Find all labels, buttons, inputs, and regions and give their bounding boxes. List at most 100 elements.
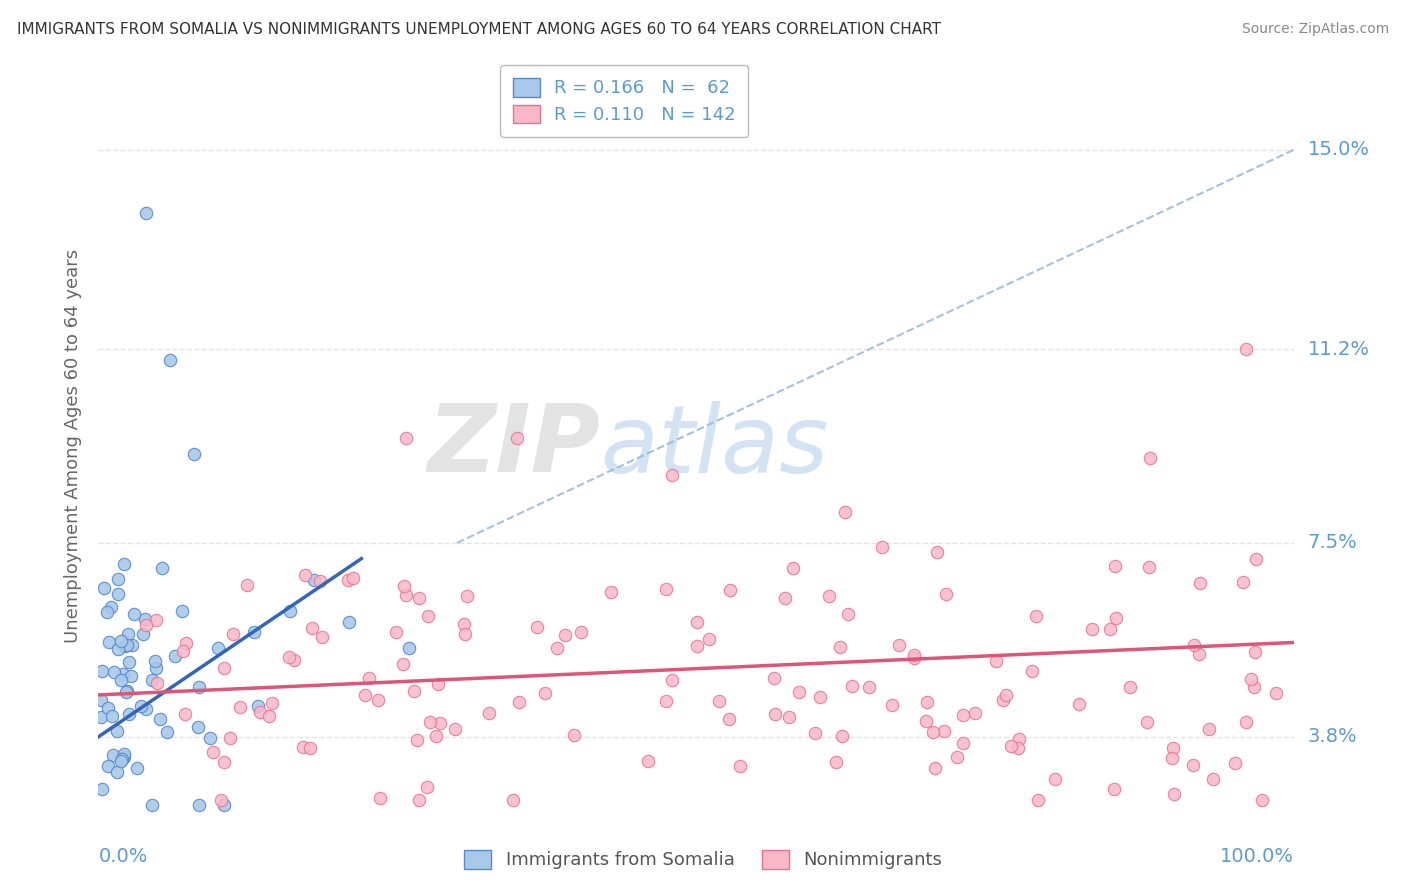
Point [1136,714,1159,729]
Point [354,688,377,702]
Point [952,736,974,750]
Point [1188,647,1211,661]
Point [546,640,568,655]
Point [995,688,1018,702]
Point [406,733,429,747]
Point [150,561,173,575]
Point [398,640,420,655]
Point [135,206,157,220]
Point [661,467,683,482]
Point [90,709,112,723]
Point [416,609,439,624]
Point [141,673,163,687]
Point [1234,714,1257,729]
Point [143,654,166,668]
Point [427,677,450,691]
Point [787,685,810,699]
Point [508,695,530,709]
Point [132,627,155,641]
Point [359,671,381,685]
Point [655,582,678,596]
Point [368,790,391,805]
Point [1244,552,1267,566]
Point [1240,673,1263,687]
Text: 100.0%: 100.0% [1219,847,1294,866]
Point [247,699,270,714]
Point [456,589,478,603]
Point [1161,751,1184,765]
Point [686,639,709,653]
Point [222,626,245,640]
Point [506,431,529,445]
Point [1021,664,1043,678]
Point [392,657,415,672]
Point [291,739,314,754]
Point [963,706,986,721]
Point [718,712,741,726]
Point [707,694,730,708]
Point [655,694,678,708]
Point [478,706,501,720]
Point [661,673,683,688]
Point [146,675,169,690]
Legend: Immigrants from Somalia, Nonimmigrants: Immigrants from Somalia, Nonimmigrants [456,841,950,879]
Point [991,692,1014,706]
Text: 15.0%: 15.0% [1308,140,1369,160]
Point [903,650,925,665]
Point [1137,559,1160,574]
Point [283,653,305,667]
Point [824,755,846,769]
Point [117,683,139,698]
Point [200,731,222,746]
Point [837,607,859,622]
Legend: R = 0.166   N =  62, R = 0.110   N = 142: R = 0.166 N = 62, R = 0.110 N = 142 [501,65,748,136]
Text: 3.8%: 3.8% [1308,727,1357,747]
Point [115,638,138,652]
Point [773,591,796,606]
Point [554,628,576,642]
Point [90,782,112,797]
Text: atlas: atlas [600,401,828,491]
Point [804,726,827,740]
Point [408,793,430,807]
Point [112,557,135,571]
Point [141,797,163,812]
Point [118,706,141,721]
Point [101,748,124,763]
Point [90,693,112,707]
Point [299,741,322,756]
Point [1025,609,1047,624]
Point [986,654,1008,668]
Point [114,640,136,654]
Point [778,710,800,724]
Point [762,672,785,686]
Point [174,706,197,721]
Point [1067,697,1090,711]
Point [257,708,280,723]
Point [183,447,205,461]
Point [782,561,804,575]
Point [915,714,938,728]
Point [1028,793,1050,807]
Point [155,725,177,739]
Point [915,694,938,708]
Point [526,620,548,634]
Point [112,750,135,764]
Text: Source: ZipAtlas.com: Source: ZipAtlas.com [1241,22,1389,37]
Point [385,624,408,639]
Point [1202,772,1225,786]
Point [100,600,122,615]
Point [925,545,948,559]
Point [952,707,974,722]
Point [202,745,225,759]
Point [922,725,945,739]
Point [1104,559,1126,574]
Point [429,715,451,730]
Point [720,582,742,597]
Point [872,540,894,554]
Point [728,759,751,773]
Point [1105,611,1128,625]
Point [903,648,925,662]
Point [163,648,186,663]
Point [110,754,132,768]
